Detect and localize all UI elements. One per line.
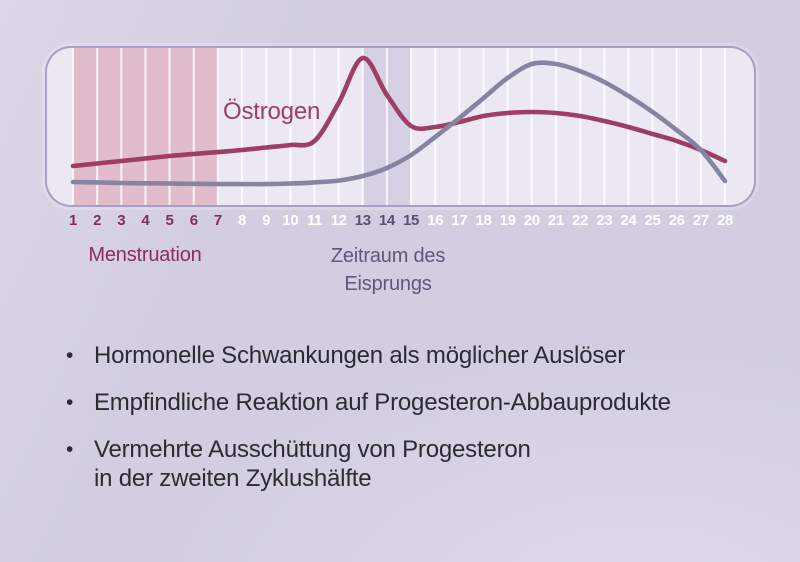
bullet-text: Empfindliche Reaktion auf Progesteron-Ab… xyxy=(94,389,671,416)
day-label: 18 xyxy=(475,212,492,229)
progesterone-curve xyxy=(70,60,728,187)
estrogen-curve xyxy=(70,55,728,169)
day-label: 8 xyxy=(238,212,247,229)
day-label: 22 xyxy=(572,212,589,229)
cycle-day-axis: 1 2 3 4 5 6 7 8 9 10 11 12 13 14 15 16 17 18 19 20 21 22 23 24 2… xyxy=(0,212,800,232)
day-label: 10 xyxy=(282,212,299,229)
day-label: 1 xyxy=(68,212,78,229)
day-label: 13 xyxy=(354,212,371,229)
estrogen-curve-label: Östrogen xyxy=(223,98,321,125)
ovulation-caption: Zeitraum des Eisprungs xyxy=(330,245,446,295)
day-label: 15 xyxy=(403,212,420,229)
day-label: 25 xyxy=(644,212,661,229)
day-label: 3 xyxy=(117,212,126,229)
bullet-icon: • xyxy=(66,344,74,367)
day-label: 11 xyxy=(306,212,323,229)
day-label: 12 xyxy=(330,212,347,229)
bullet-list: • Hormonelle Schwankungen als möglicher … xyxy=(66,341,766,511)
hormone-curves-chart xyxy=(70,48,728,205)
day-label: 6 xyxy=(189,212,198,229)
day-label: 5 xyxy=(165,212,174,229)
list-item: • Empfindliche Reaktion auf Progesteron-… xyxy=(66,388,766,417)
bullet-icon: • xyxy=(66,391,74,414)
cycle-chart-panel: Östrogen Progesteron xyxy=(47,48,754,205)
day-label: 4 xyxy=(141,212,150,229)
day-label: 27 xyxy=(692,212,709,229)
day-label: 7 xyxy=(213,212,222,229)
list-item: • Hormonelle Schwankungen als möglicher … xyxy=(66,341,766,370)
day-label: 24 xyxy=(620,212,637,229)
bullet-text: Hormonelle Schwankungen als möglicher Au… xyxy=(94,342,626,369)
day-label: 16 xyxy=(427,212,444,229)
day-label: 21 xyxy=(547,212,564,229)
day-label: 28 xyxy=(716,212,734,229)
day-label: 26 xyxy=(668,212,685,229)
day-label: 14 xyxy=(378,212,395,229)
list-item: • Vermehrte Ausschüttung von Progesteron… xyxy=(66,435,766,493)
bullet-text: Vermehrte Ausschüttung von Progesteron i… xyxy=(94,436,531,492)
bullet-icon: • xyxy=(66,438,74,461)
day-label: 23 xyxy=(596,212,613,229)
day-label: 9 xyxy=(262,212,271,229)
day-label: 20 xyxy=(523,212,540,229)
day-label: 19 xyxy=(499,212,516,229)
day-label: 2 xyxy=(93,212,102,229)
menstruation-caption: Menstruation xyxy=(88,244,202,266)
day-label: 17 xyxy=(451,212,468,229)
